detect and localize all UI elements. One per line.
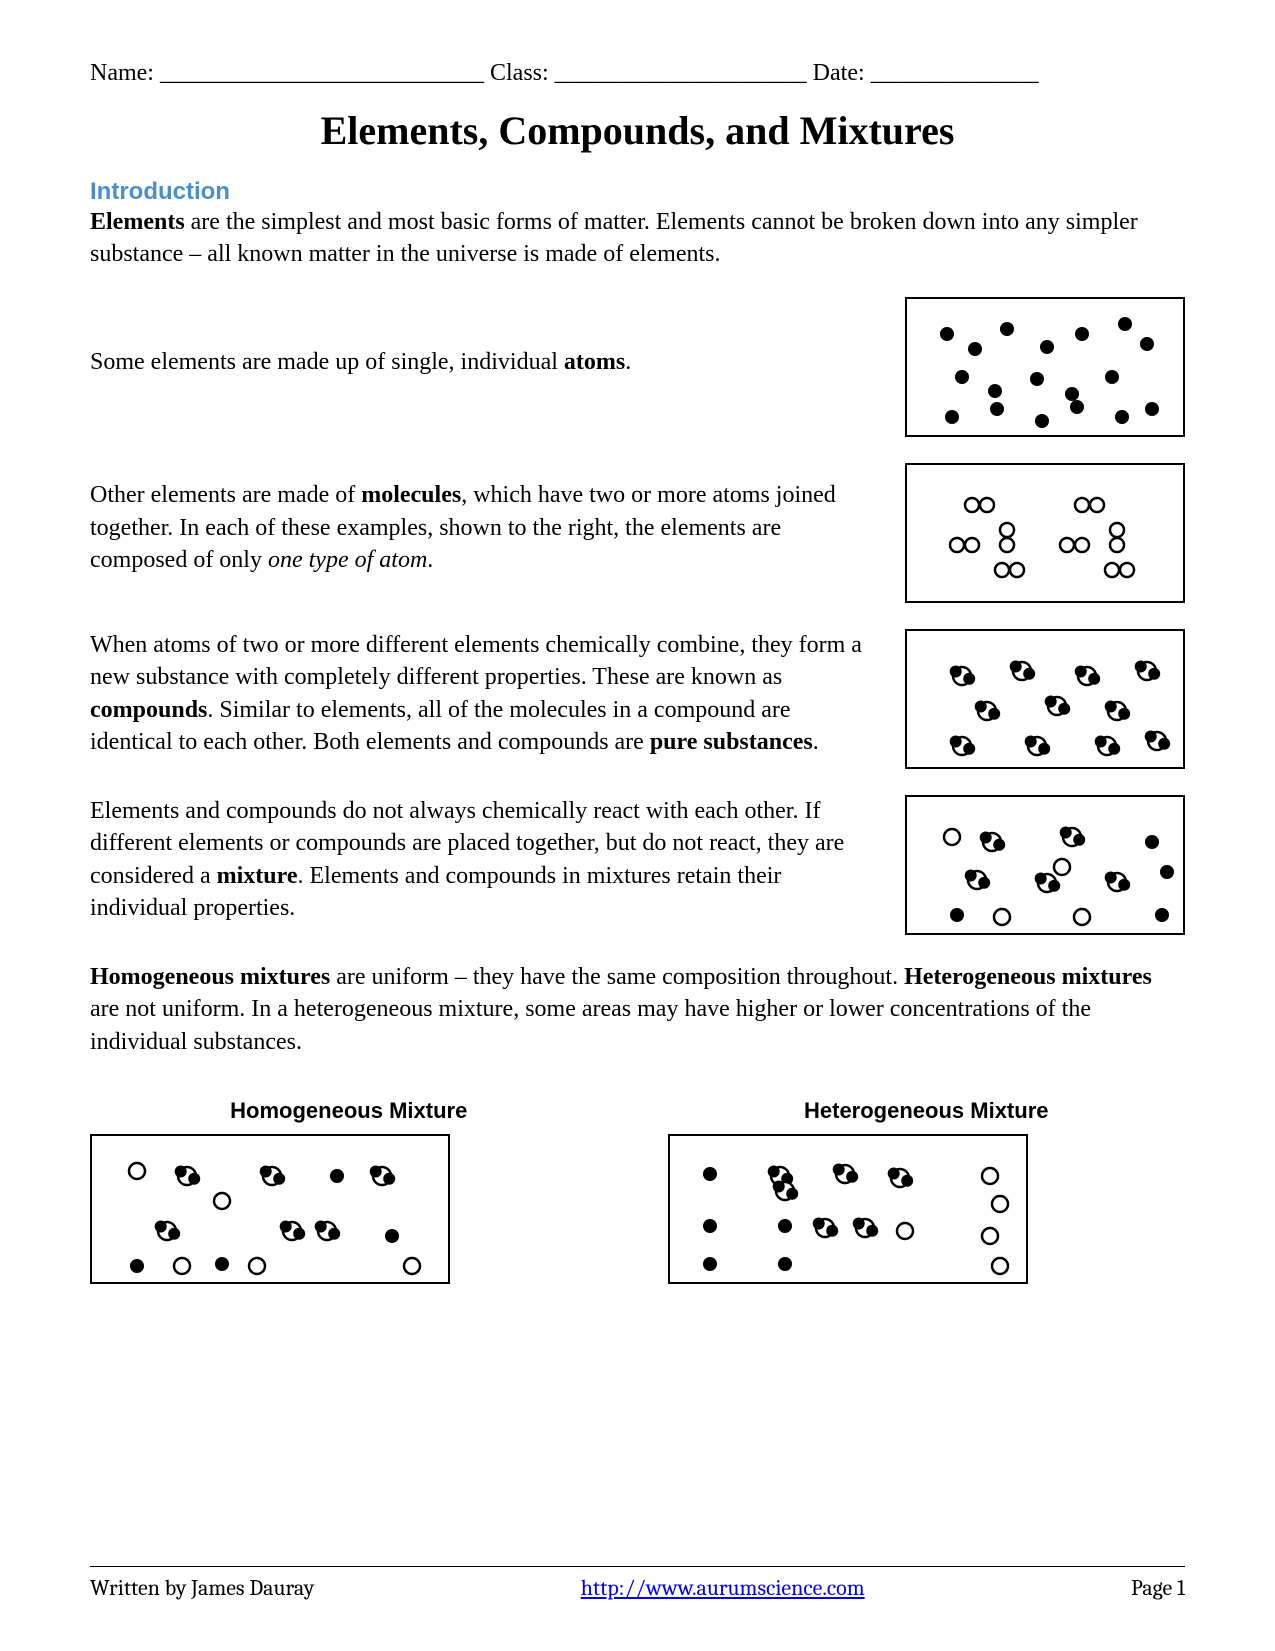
footer-author: Written by James Dauray bbox=[90, 1575, 314, 1601]
content-row-2: When atoms of two or more different elem… bbox=[90, 629, 1185, 769]
header-fields: Name: ___________________________ Class:… bbox=[90, 60, 1185, 87]
name-field: Name: ___________________________ bbox=[90, 60, 484, 86]
mixture-definitions-paragraph: Homogeneous mixtures are uniform – they … bbox=[90, 961, 1185, 1058]
footer-page: Page 1 bbox=[1131, 1575, 1185, 1601]
diagram-mixture bbox=[905, 795, 1185, 935]
row-text-1: Other elements are made of molecules, wh… bbox=[90, 479, 865, 576]
mixture-comparison-row: Homogeneous Mixture Heterogeneous Mixtur… bbox=[90, 1098, 1185, 1284]
class-field: Class: _____________________ bbox=[490, 60, 807, 86]
intro-paragraph: Elements are the simplest and most basic… bbox=[90, 206, 1185, 271]
date-field: Date: ______________ bbox=[813, 60, 1039, 86]
diagram-single_atoms bbox=[905, 297, 1185, 437]
homogeneous-column: Homogeneous Mixture bbox=[90, 1098, 608, 1284]
intro-heading: Introduction bbox=[90, 178, 1185, 206]
heterogeneous-label: Heterogeneous Mixture bbox=[668, 1098, 1186, 1124]
elements-term: Elements bbox=[90, 209, 185, 235]
page-footer: Written by James Dauray http://www.aurum… bbox=[90, 1566, 1185, 1601]
content-row-1: Other elements are made of molecules, wh… bbox=[90, 463, 1185, 603]
content-row-0: Some elements are made up of single, ind… bbox=[90, 297, 1185, 437]
footer-link[interactable]: http://www.aurumscience.com bbox=[581, 1575, 865, 1601]
row-text-3: Elements and compounds do not always che… bbox=[90, 795, 865, 925]
homogeneous-label: Homogeneous Mixture bbox=[90, 1098, 608, 1124]
row-text-2: When atoms of two or more different elem… bbox=[90, 629, 865, 759]
diagram-diatomic_molecules bbox=[905, 463, 1185, 603]
content-row-3: Elements and compounds do not always che… bbox=[90, 795, 1185, 935]
intro-rest: are the simplest and most basic forms of… bbox=[90, 209, 1138, 267]
row-text-0: Some elements are made up of single, ind… bbox=[90, 346, 865, 378]
heterogeneous-column: Heterogeneous Mixture bbox=[668, 1098, 1186, 1284]
homogeneous-diagram bbox=[90, 1134, 450, 1284]
diagram-compounds bbox=[905, 629, 1185, 769]
page-title: Elements, Compounds, and Mixtures bbox=[90, 107, 1185, 154]
heterogeneous-diagram bbox=[668, 1134, 1028, 1284]
